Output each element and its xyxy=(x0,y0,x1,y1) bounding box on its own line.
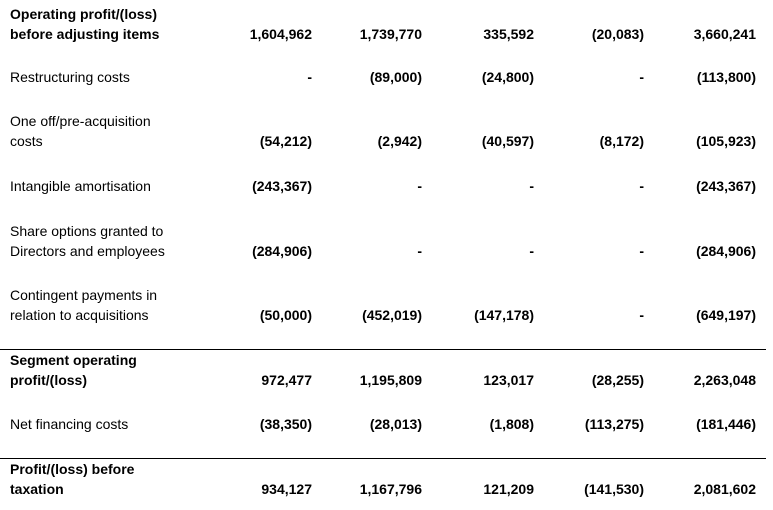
value-col-3: (24,800) xyxy=(481,69,534,85)
value-col-5: (181,446) xyxy=(696,416,756,432)
value-col-3: (147,178) xyxy=(474,307,534,323)
value-col-3: (40,597) xyxy=(481,133,534,149)
value-col-4: - xyxy=(639,69,644,85)
value-col-4: - xyxy=(639,243,644,259)
value-col-1: (284,906) xyxy=(252,243,312,259)
value-col-5: 2,263,048 xyxy=(693,372,756,388)
value-col-2: 1,167,796 xyxy=(359,481,422,497)
value-col-4: (8,172) xyxy=(599,133,644,149)
value-col-2: (2,942) xyxy=(377,133,422,149)
value-col-5: 3,660,241 xyxy=(693,26,756,42)
value-col-3: 121,209 xyxy=(483,481,534,497)
value-col-4: - xyxy=(639,178,644,194)
value-col-5: (243,367) xyxy=(696,178,756,194)
value-col-3: 335,592 xyxy=(483,26,534,42)
value-col-4: - xyxy=(639,307,644,323)
value-col-3: - xyxy=(529,243,534,259)
value-col-4: (141,530) xyxy=(584,481,644,497)
value-col-5: 2,081,602 xyxy=(693,481,756,497)
row-label: Operating profit/(loss) before adjusting… xyxy=(10,6,160,42)
value-col-3: - xyxy=(529,178,534,194)
value-col-1: 934,127 xyxy=(261,481,312,497)
value-col-3: (1,808) xyxy=(489,416,534,432)
value-col-2: - xyxy=(417,178,422,194)
value-col-2: (452,019) xyxy=(362,307,422,323)
value-col-4: (28,255) xyxy=(591,372,644,388)
row-label: Share options granted to Directors and e… xyxy=(10,223,165,259)
value-col-1: (54,212) xyxy=(259,133,312,149)
value-col-5: (284,906) xyxy=(696,243,756,259)
divider xyxy=(0,458,766,459)
value-col-2: (28,013) xyxy=(369,416,422,432)
value-col-5: (649,197) xyxy=(696,307,756,323)
value-col-1: - xyxy=(307,69,312,85)
row-label: One off/pre-acquisition costs xyxy=(10,113,151,149)
row-label: Intangible amortisation xyxy=(10,178,151,194)
value-col-1: 972,477 xyxy=(261,372,312,388)
row-label: Contingent payments in relation to acqui… xyxy=(10,287,158,323)
value-col-4: (113,275) xyxy=(584,416,644,432)
value-col-1: (38,350) xyxy=(259,416,312,432)
row-label: Restructuring costs xyxy=(10,69,130,85)
value-col-5: (113,800) xyxy=(696,69,756,85)
value-col-2: (89,000) xyxy=(369,69,422,85)
row-label: Profit/(loss) before taxation xyxy=(10,461,135,497)
value-col-4: (20,083) xyxy=(591,26,644,42)
value-col-5: (105,923) xyxy=(696,133,756,149)
value-col-2: 1,195,809 xyxy=(359,372,422,388)
divider xyxy=(0,349,766,350)
row-label: Net financing costs xyxy=(10,416,129,432)
value-col-2: - xyxy=(417,243,422,259)
value-col-3: 123,017 xyxy=(483,372,534,388)
row-label: Segment operating profit/(loss) xyxy=(10,352,137,388)
value-col-1: (243,367) xyxy=(252,178,312,194)
value-col-2: 1,739,770 xyxy=(359,26,422,42)
value-col-1: 1,604,962 xyxy=(249,26,312,42)
value-col-1: (50,000) xyxy=(259,307,312,323)
